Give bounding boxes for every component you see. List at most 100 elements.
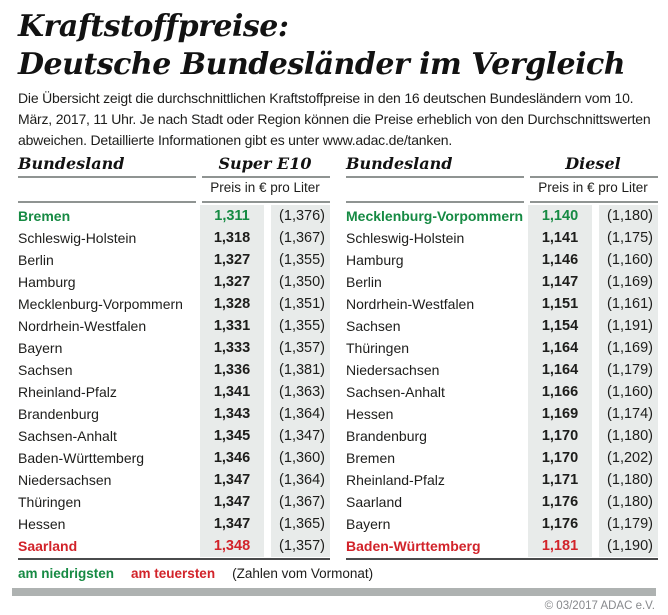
current-price: 1,346 bbox=[200, 447, 264, 469]
previous-month-price: (1,169) bbox=[599, 271, 658, 293]
column-gap bbox=[592, 337, 599, 359]
previous-month-price: (1,169) bbox=[599, 337, 658, 359]
current-price: 1,146 bbox=[528, 249, 592, 271]
table-row: Mecklenburg-Vorpommern 1,328 (1,351) bbox=[18, 293, 330, 315]
table-row: Sachsen 1,336 (1,381) bbox=[18, 359, 330, 381]
previous-month-price: (1,364) bbox=[271, 403, 330, 425]
bundesland-name: Nordrhein-Westfalen bbox=[18, 318, 147, 334]
fuel-type-header: Super E10 bbox=[218, 154, 312, 173]
page-title: Kraftstoffpreise: Deutsche Bundesländer … bbox=[18, 8, 626, 84]
previous-month-price: (1,347) bbox=[271, 425, 330, 447]
bundesland-name: Thüringen bbox=[18, 494, 82, 510]
table-row: Sachsen 1,154 (1,191) bbox=[346, 315, 658, 337]
table-row: Mecklenburg-Vorpommern 1,140 (1,180) bbox=[346, 205, 658, 227]
current-price: 1,176 bbox=[528, 491, 592, 513]
current-price: 1,164 bbox=[528, 359, 592, 381]
current-price: 1,318 bbox=[200, 227, 264, 249]
current-price: 1,327 bbox=[200, 249, 264, 271]
column-gap bbox=[592, 315, 599, 337]
rule-segment bbox=[346, 201, 524, 203]
previous-month-price: (1,161) bbox=[599, 293, 658, 315]
table-row: Niedersachsen 1,164 (1,179) bbox=[346, 359, 658, 381]
column-gap bbox=[264, 205, 271, 227]
table-row: Niedersachsen 1,347 (1,364) bbox=[18, 469, 330, 491]
current-price: 1,164 bbox=[528, 337, 592, 359]
previous-month-price: (1,363) bbox=[271, 381, 330, 403]
bundesland-name: Bayern bbox=[18, 340, 63, 356]
fuel-type-header: Diesel bbox=[565, 154, 621, 173]
header-rule bbox=[346, 176, 658, 178]
diesel-table: Bundesland Diesel Preis in € pro Liter M… bbox=[346, 152, 658, 560]
table-row: Rheinland-Pfalz 1,171 (1,180) bbox=[346, 469, 658, 491]
previous-month-price: (1,179) bbox=[599, 359, 658, 381]
table-row: Thüringen 1,164 (1,169) bbox=[346, 337, 658, 359]
previous-month-price: (1,174) bbox=[599, 403, 658, 425]
rule-segment bbox=[18, 201, 196, 203]
bundesland-name: Hessen bbox=[346, 406, 394, 422]
subheader-rule bbox=[18, 201, 330, 203]
rule-segment bbox=[18, 176, 196, 178]
current-price: 1,181 bbox=[528, 535, 592, 557]
previous-month-price: (1,190) bbox=[599, 535, 658, 557]
title-line-2: Deutsche Bundesländer im Vergleich bbox=[18, 47, 626, 82]
column-gap bbox=[264, 469, 271, 491]
current-price: 1,347 bbox=[200, 513, 264, 535]
bundesland-name: Baden-Württemberg bbox=[346, 538, 481, 554]
bundesland-name: Schleswig-Holstein bbox=[346, 230, 465, 246]
current-price: 1,345 bbox=[200, 425, 264, 447]
current-price: 1,333 bbox=[200, 337, 264, 359]
previous-month-price: (1,360) bbox=[271, 447, 330, 469]
price-unit-label: Preis in € pro Liter bbox=[538, 180, 648, 195]
copyright-text: © 03/2017 ADAC e.V. bbox=[544, 600, 655, 612]
bundesland-name: Schleswig-Holstein bbox=[18, 230, 137, 246]
bundesland-name: Nordrhein-Westfalen bbox=[346, 296, 475, 312]
bundesland-name: Bremen bbox=[346, 450, 396, 466]
previous-month-price: (1,357) bbox=[271, 535, 330, 557]
unit-row: Preis in € pro Liter bbox=[18, 178, 330, 198]
bundesland-column-header: Bundesland bbox=[18, 154, 125, 173]
title-line-1: Kraftstoffpreise: bbox=[18, 9, 289, 44]
bundesland-name: Bayern bbox=[346, 516, 391, 532]
table-row: Bremen 1,311 (1,376) bbox=[18, 205, 330, 227]
current-price: 1,331 bbox=[200, 315, 264, 337]
header-rule bbox=[18, 176, 330, 178]
table-row: Hamburg 1,327 (1,350) bbox=[18, 271, 330, 293]
table-bottom-rule bbox=[346, 558, 658, 560]
bundesland-name: Brandenburg bbox=[346, 428, 427, 444]
bundesland-name: Brandenburg bbox=[18, 406, 99, 422]
legend-lowest-label: am niedrigsten bbox=[18, 566, 115, 581]
table-row: Brandenburg 1,170 (1,180) bbox=[346, 425, 658, 447]
current-price: 1,327 bbox=[200, 271, 264, 293]
previous-month-price: (1,364) bbox=[271, 469, 330, 491]
previous-month-price: (1,351) bbox=[271, 293, 330, 315]
subheader-rule bbox=[346, 201, 658, 203]
previous-month-price: (1,355) bbox=[271, 315, 330, 337]
current-price: 1,151 bbox=[528, 293, 592, 315]
legend-note: (Zahlen vom Vormonat) bbox=[232, 566, 374, 581]
column-gap bbox=[264, 447, 271, 469]
current-price: 1,170 bbox=[528, 447, 592, 469]
column-gap bbox=[592, 359, 599, 381]
current-price: 1,341 bbox=[200, 381, 264, 403]
table-row: Bayern 1,333 (1,357) bbox=[18, 337, 330, 359]
table-row: Saarland 1,348 (1,357) bbox=[18, 535, 330, 557]
super-e10-table: Bundesland Super E10 Preis in € pro Lite… bbox=[18, 152, 330, 560]
current-price: 1,347 bbox=[200, 469, 264, 491]
price-unit-label: Preis in € pro Liter bbox=[210, 180, 320, 195]
table-header: Bundesland Diesel bbox=[346, 152, 658, 173]
bundesland-name: Hamburg bbox=[346, 252, 404, 268]
column-gap bbox=[264, 227, 271, 249]
bundesland-name: Berlin bbox=[18, 252, 54, 268]
table-body: Bremen 1,311 (1,376) Schleswig-Holstein 1,31… bbox=[18, 205, 330, 557]
previous-month-price: (1,191) bbox=[599, 315, 658, 337]
previous-month-price: (1,365) bbox=[271, 513, 330, 535]
current-price: 1,140 bbox=[528, 205, 592, 227]
rule-segment bbox=[346, 176, 524, 178]
previous-month-price: (1,367) bbox=[271, 491, 330, 513]
current-price: 1,170 bbox=[528, 425, 592, 447]
table-row: Nordrhein-Westfalen 1,331 (1,355) bbox=[18, 315, 330, 337]
current-price: 1,166 bbox=[528, 381, 592, 403]
column-gap bbox=[592, 491, 599, 513]
previous-month-price: (1,357) bbox=[271, 337, 330, 359]
